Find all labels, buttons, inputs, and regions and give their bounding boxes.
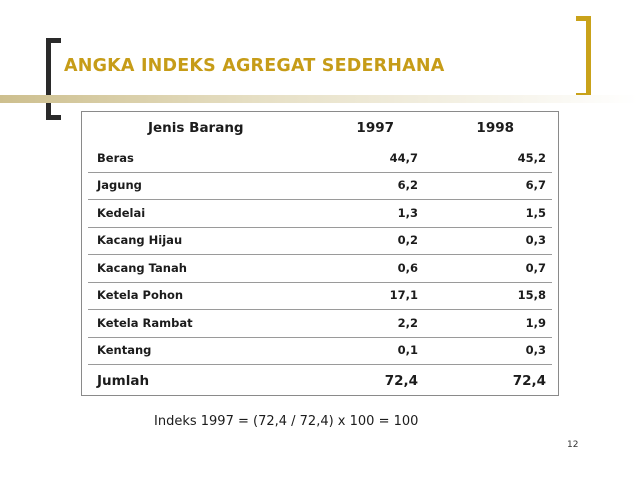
value-1998: 0,3 [525,233,546,248]
value-1998: 6,7 [525,178,546,193]
header-1998: 1998 [476,120,514,136]
item-name: Jagung [97,178,142,193]
table-row: Beras 44,7 45,2 [88,144,552,173]
value-1997: 2,2 [397,315,418,330]
value-1998: 1,9 [525,315,546,330]
item-name: Ketela Pohon [97,288,184,303]
left-bracket-decoration [46,38,61,120]
item-name: Kedelai [97,205,146,220]
item-name: Beras [97,150,134,165]
value-1998: 45,2 [517,150,546,165]
total-1997: 72,4 [384,372,418,389]
table-row: Kacang Tanah 0,6 0,7 [88,254,552,283]
table-row: Kedelai 1,3 1,5 [88,199,552,228]
title-underline-bar [0,95,638,103]
value-1998: 1,5 [525,205,546,220]
table-row: Jagung 6,2 6,7 [88,172,552,200]
right-bracket-decoration [576,16,591,98]
table-header-row: Jenis Barang 1997 1998 [88,112,552,144]
value-1997: 0,1 [397,343,418,358]
item-name: Kacang Hijau [97,233,183,248]
value-1997: 44,7 [389,150,418,165]
table-total-row: Jumlah 72,4 72,4 [88,364,552,397]
item-name: Ketela Rambat [97,315,193,330]
table-row: Kentang 0,1 0,3 [88,337,552,365]
value-1998: 0,7 [525,260,546,275]
page-number: 12 [567,440,579,450]
index-formula: Indeks 1997 = (72,4 / 72,4) x 100 = 100 [154,414,419,429]
table-row: Ketela Rambat 2,2 1,9 [88,309,552,338]
value-1998: 0,3 [525,343,546,358]
header-1997: 1997 [356,120,394,136]
value-1997: 6,2 [397,178,418,193]
header-jenis-barang: Jenis Barang [148,120,244,136]
table-row: Kacang Hijau 0,2 0,3 [88,227,552,255]
value-1997: 17,1 [389,288,418,303]
item-name: Kacang Tanah [97,260,187,275]
value-1997: 0,2 [397,233,418,248]
total-1998: 72,4 [512,372,546,389]
table-row: Ketela Pohon 17,1 15,8 [88,282,552,310]
value-1997: 0,6 [397,260,418,275]
slide-title: ANGKA INDEKS AGREGAT SEDERHANA [64,56,445,76]
value-1997: 1,3 [397,205,418,220]
value-1998: 15,8 [517,288,546,303]
index-table: Jenis Barang 1997 1998 Beras 44,7 45,2 Jagu… [81,111,559,396]
total-label: Jumlah [97,372,150,389]
item-name: Kentang [97,343,152,358]
